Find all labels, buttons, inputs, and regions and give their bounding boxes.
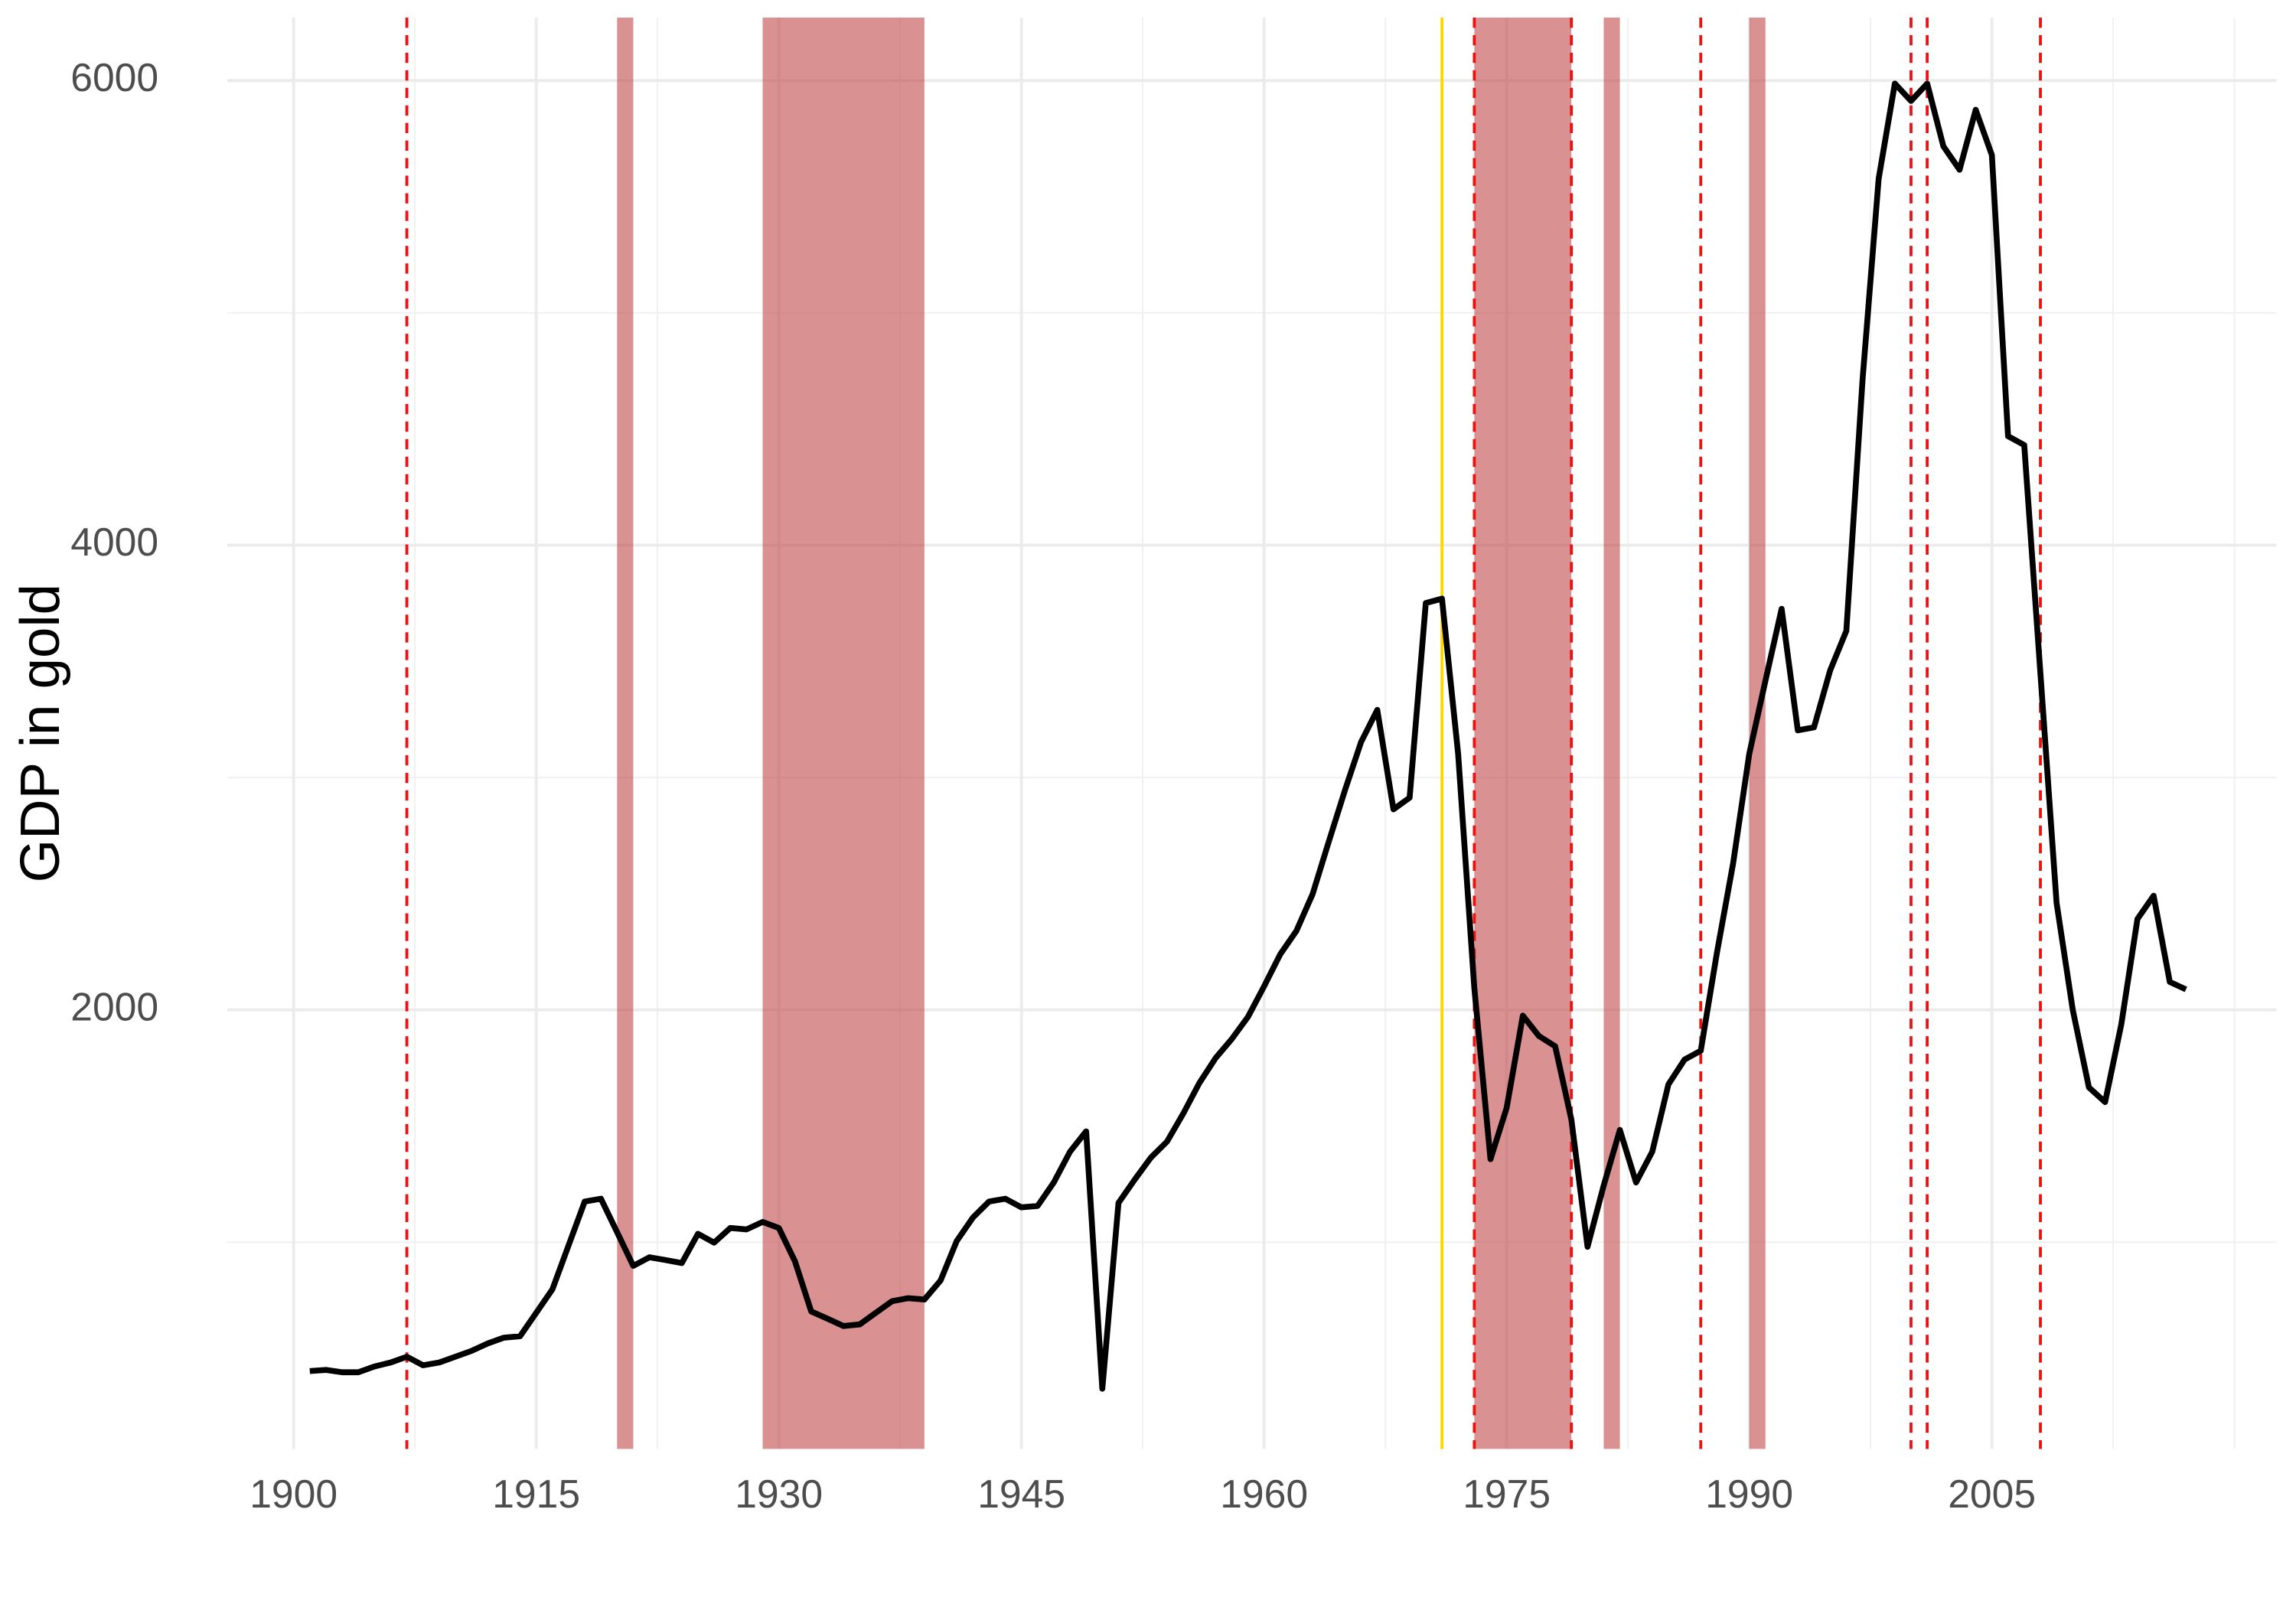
x-tick-label: 1945 [977, 1472, 1065, 1516]
y-tick-label: 2000 [70, 984, 158, 1028]
x-tick-label: 2005 [1948, 1472, 2036, 1516]
shaded-period [762, 17, 925, 1449]
shaded-period [1749, 17, 1766, 1449]
y-axis-label: GDP in gold [9, 584, 71, 882]
shaded-period [1474, 17, 1572, 1449]
x-tick-label: 1915 [492, 1472, 580, 1516]
shaded-period [617, 17, 634, 1449]
x-tick-label: 1990 [1705, 1472, 1793, 1516]
x-tick-label: 1930 [735, 1472, 823, 1516]
x-tick-label: 1975 [1463, 1472, 1551, 1516]
y-tick-label: 6000 [70, 55, 158, 99]
y-tick-label: 4000 [70, 520, 158, 564]
x-tick-label: 1960 [1220, 1472, 1308, 1516]
data-line [309, 80, 2187, 1392]
x-tick-label: 1900 [249, 1472, 338, 1516]
shaded-period [1603, 17, 1620, 1449]
